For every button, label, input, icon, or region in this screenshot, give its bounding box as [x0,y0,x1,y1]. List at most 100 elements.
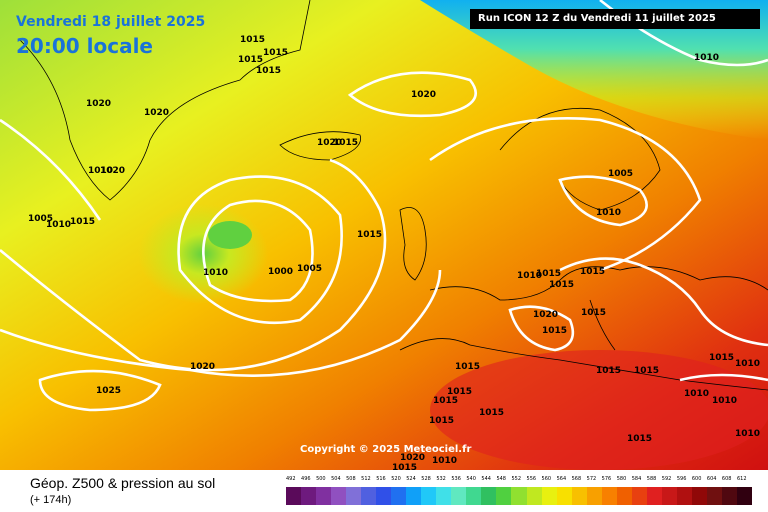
scale-label: 528 [421,476,431,482]
isobar-label: 1015 [333,138,359,148]
isobar-label: 1015 [581,308,607,318]
isobar-label: 1015 [455,362,481,372]
scale-swatch [481,487,497,505]
color-scale-bar [286,487,752,505]
isobar-label: 1015 [433,396,459,406]
scale-label: 568 [571,476,582,482]
scale-label: 496 [301,476,311,482]
scale-label: 596 [676,476,687,482]
europe-coast [429,266,768,301]
scale-swatch [451,487,467,505]
isobar-1020 [0,269,442,377]
isobar-label: 1015 [542,326,568,336]
isobars [0,0,768,410]
isobar-label: 1015 [238,55,264,65]
isobar-label: 1010 [694,53,720,63]
scale-label: 564 [556,476,567,482]
copyright: Copyright © 2025 Meteociel.fr [300,444,472,455]
britain-coast [399,207,427,281]
isobar-1010-scandi [558,175,648,227]
lead-time: (+ 174h) [30,494,72,506]
scale-label: 612 [736,476,747,482]
isobar-1025 [38,369,162,412]
isobar-label: 1020 [86,99,112,109]
scale-label: 560 [541,476,552,482]
isobar-label: 1020 [317,138,343,148]
scale-label: 552 [511,476,522,482]
isobar-label: 1000 [268,267,294,277]
map-svg [0,0,768,470]
scale-swatch [421,487,437,505]
scandinavia-coast [499,107,661,211]
isobar-label: 1015 [70,217,96,227]
isobar-label: 1015 [709,353,735,363]
isobar-label: 1025 [96,386,122,396]
scale-label: 532 [436,476,446,482]
scale-swatch [736,487,752,505]
isobar-1005 [202,199,314,303]
weather-map: Vendredi 18 juillet 2025 20:00 locale Ru… [0,0,768,470]
scale-swatch [301,487,317,505]
isobar-label: 1015 [580,267,606,277]
isobar-1015-north [429,117,702,272]
scale-swatch [511,487,527,505]
scale-label: 492 [286,476,296,482]
isobar-label: 1020 [144,108,170,118]
isobar-1010-se [679,373,768,382]
scale-label: 580 [616,476,627,482]
forecast-date: Vendredi 18 juillet 2025 [16,14,206,30]
isobar-label: 1015 [634,366,660,376]
isobar-label: 1020 [400,453,426,463]
scale-swatch [331,487,347,505]
scale-label: 548 [496,476,506,482]
scale-label: 504 [331,476,341,482]
scale-swatch [586,487,602,505]
forecast-time: 20:00 locale [16,34,153,58]
scale-swatch [466,487,482,505]
isobar-label: 1015 [357,230,383,240]
isobar-label: 1020 [533,310,559,320]
isobar-label: 1010 [203,268,229,278]
scale-label: 592 [661,476,672,482]
scale-swatch [571,487,587,505]
isobar-label: 1005 [297,264,323,274]
scale-swatch [361,487,377,505]
scale-label: 608 [721,476,732,482]
scale-swatch [346,487,362,505]
scale-swatch [601,487,617,505]
isobar-1010 [177,175,343,325]
cold-core [208,221,252,249]
isobar-1020-north [347,71,477,118]
isobar-label: 1015 [256,66,282,76]
isobar-label: 1010 [735,429,761,439]
isobar-label: 1020 [100,166,126,176]
isobar-label: 1010 [517,271,543,281]
scale-swatch [496,487,512,505]
isobar-label: 1020 [411,90,437,100]
isobar-label: 1015 [479,408,505,418]
scale-label: 600 [691,476,702,482]
scale-swatch [616,487,632,505]
iceland-coast [279,131,362,161]
scale-label: 584 [631,476,642,482]
scale-label: 576 [601,476,612,482]
scale-label: 536 [451,476,461,482]
isobar-label: 1010 [712,396,738,406]
scale-label: 604 [706,476,717,482]
scale-swatch [676,487,692,505]
isobar-label: 1015 [596,366,622,376]
scale-label: 588 [646,476,657,482]
scale-label: 540 [466,476,476,482]
scale-swatch [406,487,422,505]
isobar-label: 1015 [263,48,289,58]
coastlines [19,0,768,391]
isobar-label: 1015 [627,434,653,444]
scale-swatch [661,487,677,505]
scale-label: 516 [376,476,386,482]
scale-swatch [541,487,557,505]
isobar-label: 1010 [596,208,622,218]
polar-cold-region [420,0,768,140]
scale-swatch [391,487,407,505]
scale-swatch [376,487,392,505]
scale-swatch [526,487,542,505]
